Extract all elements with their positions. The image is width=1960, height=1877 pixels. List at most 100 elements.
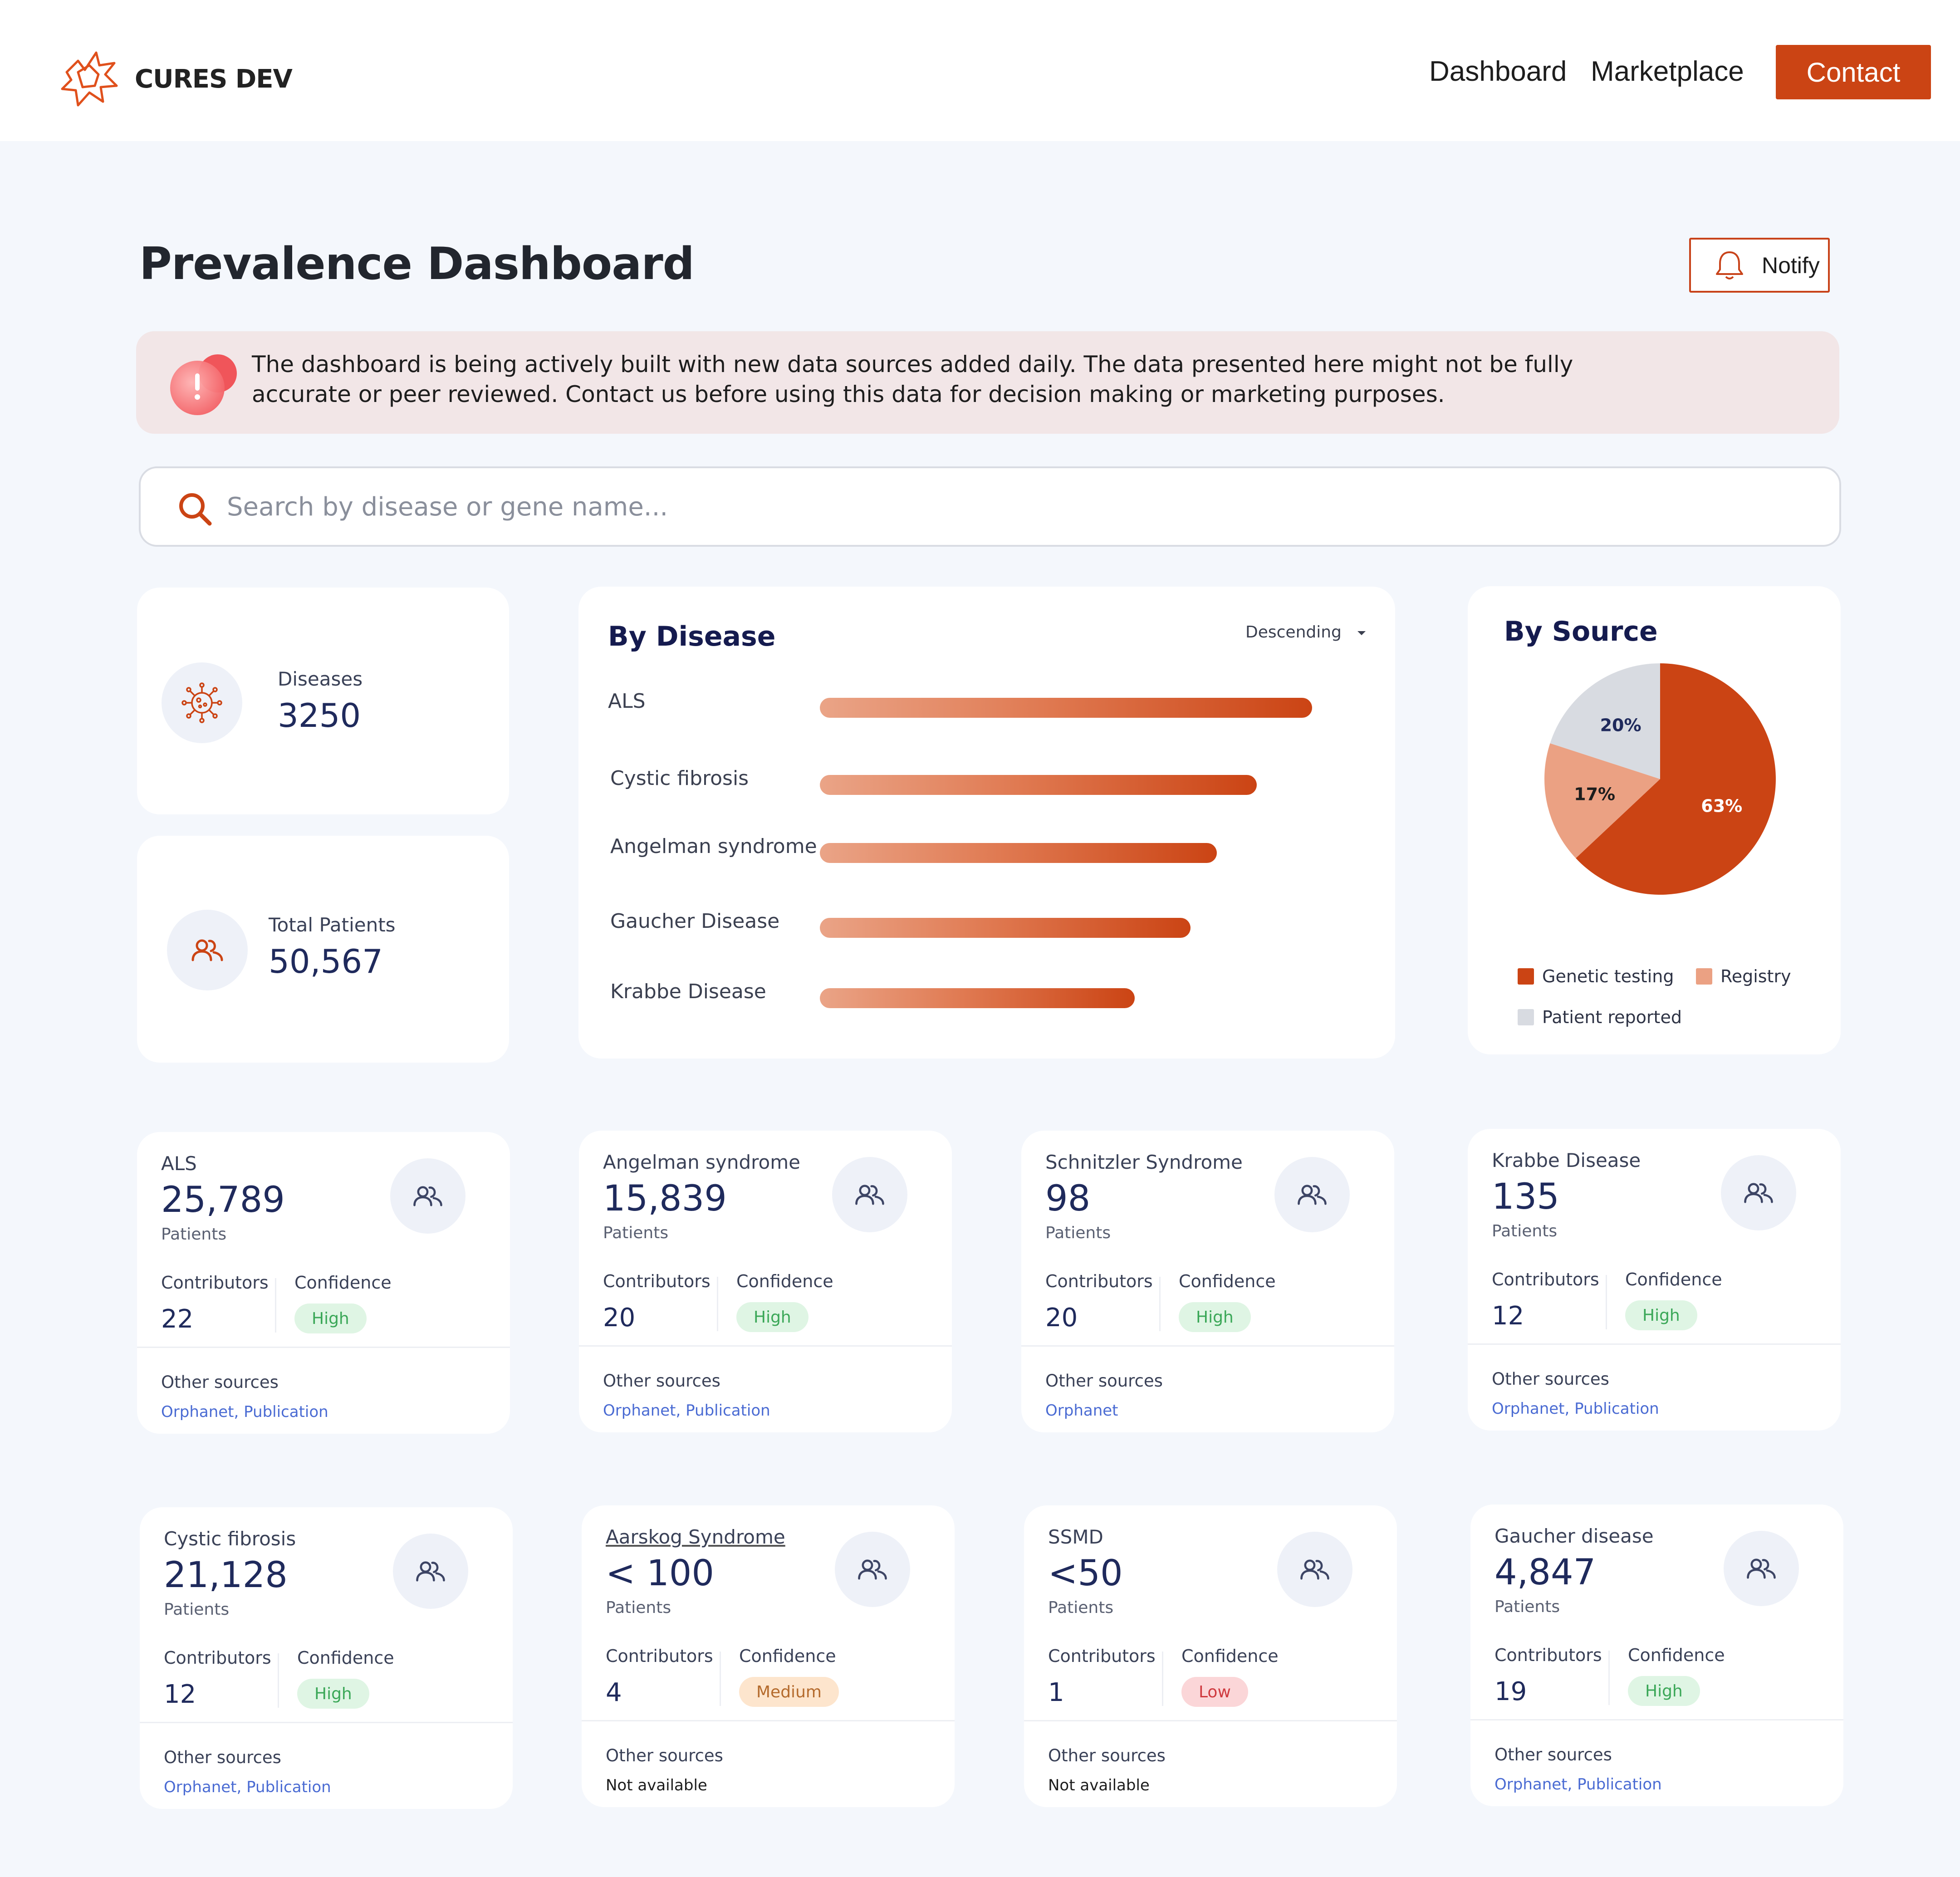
disease-card[interactable]: Krabbe Disease 135 Patients Contributors… [1468, 1129, 1841, 1431]
sort-dropdown[interactable]: Descending [1245, 623, 1368, 642]
by-source-chart: By Source 63% 17% 20% Genetic testing Regi… [1468, 586, 1841, 1054]
disease-card[interactable]: Gaucher disease 4,847 Patients Contribut… [1470, 1505, 1843, 1806]
bar-label: Gaucher Disease [610, 910, 780, 933]
disease-bar[interactable] [820, 918, 1191, 938]
other-sources-label: Other sources [1492, 1369, 1609, 1389]
card-divider [579, 1345, 952, 1347]
disease-bar[interactable] [820, 843, 1217, 863]
other-sources-value[interactable]: Orphanet, Publication [164, 1778, 331, 1796]
users-icon-circle [835, 1532, 910, 1607]
by-disease-chart: By Disease Descending ALS Cystic fibrosis… [578, 587, 1395, 1059]
other-sources-label: Other sources [603, 1371, 720, 1391]
contributors-label: Contributors [606, 1646, 713, 1666]
users-icon [416, 1561, 445, 1582]
disease-name[interactable]: Aarskog Syndrome [606, 1526, 785, 1548]
legend-patient-reported: Patient reported [1518, 1007, 1682, 1027]
search-input[interactable] [227, 482, 1769, 532]
users-icon [1747, 1558, 1776, 1579]
disease-card[interactable]: Angelman syndrome 15,839 Patients Contri… [579, 1131, 952, 1432]
contributors-label: Contributors [603, 1271, 710, 1291]
other-sources-value[interactable]: Orphanet [1045, 1402, 1118, 1420]
users-icon-circle [1721, 1155, 1796, 1230]
card-divider [137, 1347, 510, 1348]
confidence-badge: High [297, 1679, 369, 1709]
patients-unit-label: Patients [606, 1598, 671, 1617]
disease-patient-count: 25,789 [161, 1180, 285, 1220]
legend-patient-label: Patient reported [1542, 1007, 1682, 1027]
diseases-value: 3250 [278, 696, 361, 735]
other-sources-label: Other sources [1045, 1371, 1163, 1391]
patients-unit-label: Patients [164, 1600, 230, 1619]
users-icon [858, 1559, 887, 1580]
disease-name: Schnitzler Syndrome [1045, 1151, 1243, 1173]
other-sources-value[interactable]: Orphanet, Publication [161, 1403, 328, 1421]
contributors-value: 19 [1494, 1677, 1527, 1706]
users-icon-circle [832, 1157, 907, 1232]
disease-name: Angelman syndrome [603, 1151, 800, 1173]
search-icon[interactable] [177, 491, 213, 527]
card-divider [1024, 1720, 1397, 1721]
confidence-label: Confidence [294, 1273, 392, 1293]
notify-button[interactable]: Notify [1689, 238, 1830, 293]
card-divider [1468, 1343, 1841, 1345]
patients-stat-card: Total Patients 50,567 [137, 836, 509, 1063]
column-divider [1608, 1651, 1610, 1705]
legend-swatch-patient [1518, 1009, 1534, 1025]
card-divider [582, 1720, 955, 1721]
disease-name: ALS [161, 1152, 197, 1175]
disease-patient-count: <50 [1048, 1553, 1123, 1594]
other-sources-label: Other sources [1048, 1746, 1166, 1765]
column-divider [278, 1653, 279, 1708]
disease-card[interactable]: ALS 25,789 Patients Contributors Confide… [137, 1132, 510, 1434]
by-source-title: By Source [1504, 616, 1658, 647]
users-icon-circle [393, 1534, 468, 1609]
card-divider [1021, 1345, 1394, 1347]
nav-marketplace-link[interactable]: Marketplace [1591, 56, 1744, 87]
column-divider [720, 1652, 721, 1706]
other-sources-value[interactable]: Orphanet, Publication [603, 1402, 770, 1420]
disease-card[interactable]: SSMD <50 Patients Contributors Confidenc… [1024, 1505, 1397, 1807]
disease-bar[interactable] [820, 988, 1135, 1008]
legend-swatch-genetic [1518, 968, 1534, 985]
pie-slice[interactable] [1576, 663, 1776, 895]
patients-unit-label: Patients [1045, 1224, 1111, 1242]
other-sources-value[interactable]: Orphanet, Publication [1494, 1775, 1662, 1794]
pie-slice-label: 63% [1701, 796, 1742, 816]
confidence-label: Confidence [1181, 1646, 1279, 1666]
other-sources-label: Other sources [164, 1748, 281, 1767]
disease-bar[interactable] [820, 775, 1257, 795]
contributors-value: 22 [161, 1304, 194, 1334]
source-pie-chart: 63% 17% 20% [1544, 663, 1776, 895]
users-icon [1298, 1185, 1327, 1205]
confidence-badge: High [294, 1304, 367, 1333]
contact-button[interactable]: Contact [1776, 45, 1931, 99]
column-divider [275, 1278, 276, 1333]
confidence-label: Confidence [739, 1646, 836, 1666]
column-divider [1159, 1277, 1161, 1331]
card-divider [1470, 1719, 1843, 1720]
disease-card[interactable]: Cystic fibrosis 21,128 Patients Contribu… [140, 1507, 513, 1809]
pie-slice-label: 20% [1600, 715, 1642, 735]
total-patients-label: Total Patients [269, 914, 396, 936]
contributors-value: 20 [603, 1303, 636, 1333]
pie-slice[interactable] [1550, 663, 1660, 779]
disease-name: Krabbe Disease [1492, 1149, 1641, 1171]
pie-slice[interactable] [1544, 743, 1660, 858]
brand-name[interactable]: CURES DEV [135, 64, 293, 94]
other-sources-value[interactable]: Orphanet, Publication [1492, 1400, 1659, 1418]
cures-logo-icon[interactable] [58, 47, 121, 111]
search-bar [139, 466, 1841, 547]
confidence-badge: High [1628, 1676, 1700, 1706]
contributors-value: 12 [1492, 1301, 1524, 1331]
disease-name: SSMD [1048, 1526, 1103, 1548]
disease-card[interactable]: Aarskog Syndrome < 100 Patients Contribu… [582, 1505, 955, 1807]
disease-bar[interactable] [820, 698, 1312, 718]
patients-unit-label: Patients [1492, 1222, 1558, 1240]
users-icon [1300, 1559, 1329, 1580]
nav-dashboard-link[interactable]: Dashboard [1429, 56, 1567, 87]
bar-label: ALS [608, 690, 646, 713]
disease-card[interactable]: Schnitzler Syndrome 98 Patients Contribu… [1021, 1131, 1394, 1432]
other-sources-value: Not available [1048, 1776, 1150, 1794]
sort-dropdown-value: Descending [1245, 623, 1342, 642]
confidence-label: Confidence [297, 1648, 394, 1668]
